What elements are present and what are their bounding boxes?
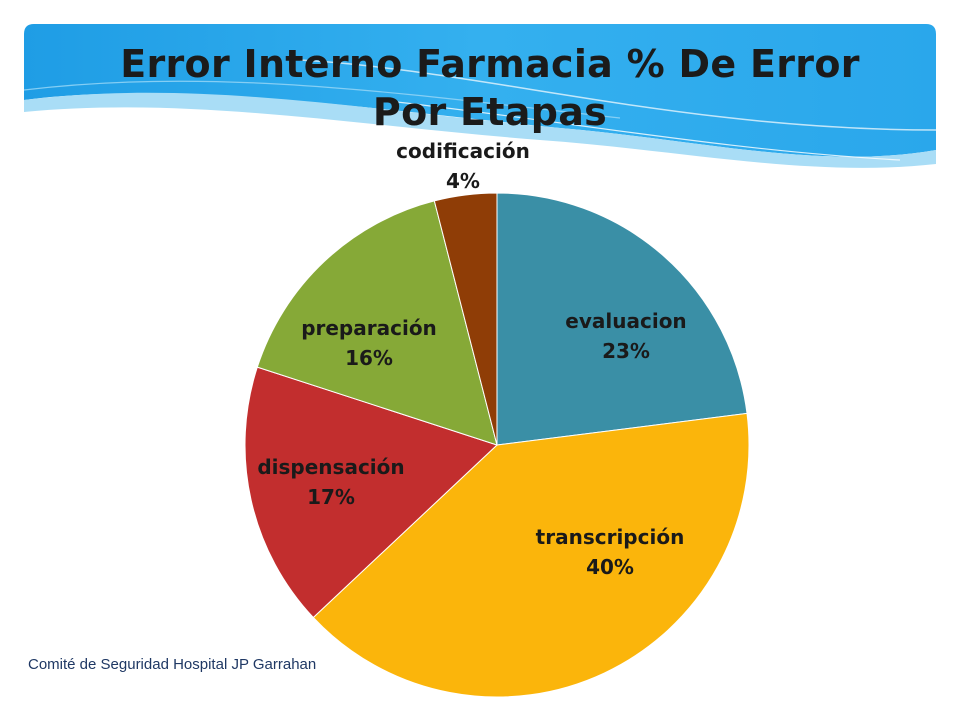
slide-title-line-2: Por Etapas [372,90,608,134]
pie-label-2: dispensación 17% [257,455,404,509]
pie-label-0: evaluacion 23% [565,309,686,363]
pie-label-1: transcripción 40% [536,525,685,579]
pie-label-name-2: dispensación [257,455,404,479]
pie-slice-3 [256,200,498,446]
pie-label-value-2: 17% [307,485,355,509]
slide-title: Error Interno Farmacia % De Error Por Et… [110,40,870,136]
pie-label-4: codificación 4% [396,139,530,193]
header-wave-line-3 [23,80,621,119]
pie-labels: evaluacion 23% transcripción 40% dispensació… [257,139,686,579]
pie-label-value-4: 4% [446,169,480,193]
pie-label-name-3: preparación [301,316,437,340]
header-wave-light [24,92,936,168]
pie-slice-0 [496,192,748,446]
pie-label-name-1: transcripción [536,525,685,549]
pie-slices [244,192,750,698]
slide-title-line-1: Error Interno Farmacia % De Error [120,42,860,86]
pie-label-value-3: 16% [345,346,393,370]
pie-slice-2 [244,366,498,619]
pie-slice-4 [433,192,498,446]
header-wave-line-1 [299,59,937,131]
header-wave-line-2 [379,99,901,161]
pie-label-name-4: codificación [396,139,530,163]
header-band [24,24,936,157]
pie-slice-1 [312,412,750,698]
pie-label-3: preparación 16% [301,316,437,370]
pie-label-value-0: 23% [602,339,650,363]
header-banner [23,24,937,168]
pie-label-value-1: 40% [586,555,634,579]
pie-label-name-0: evaluacion [565,309,686,333]
footer-credit: Comité de Seguridad Hospital JP Garrahan [28,656,317,673]
